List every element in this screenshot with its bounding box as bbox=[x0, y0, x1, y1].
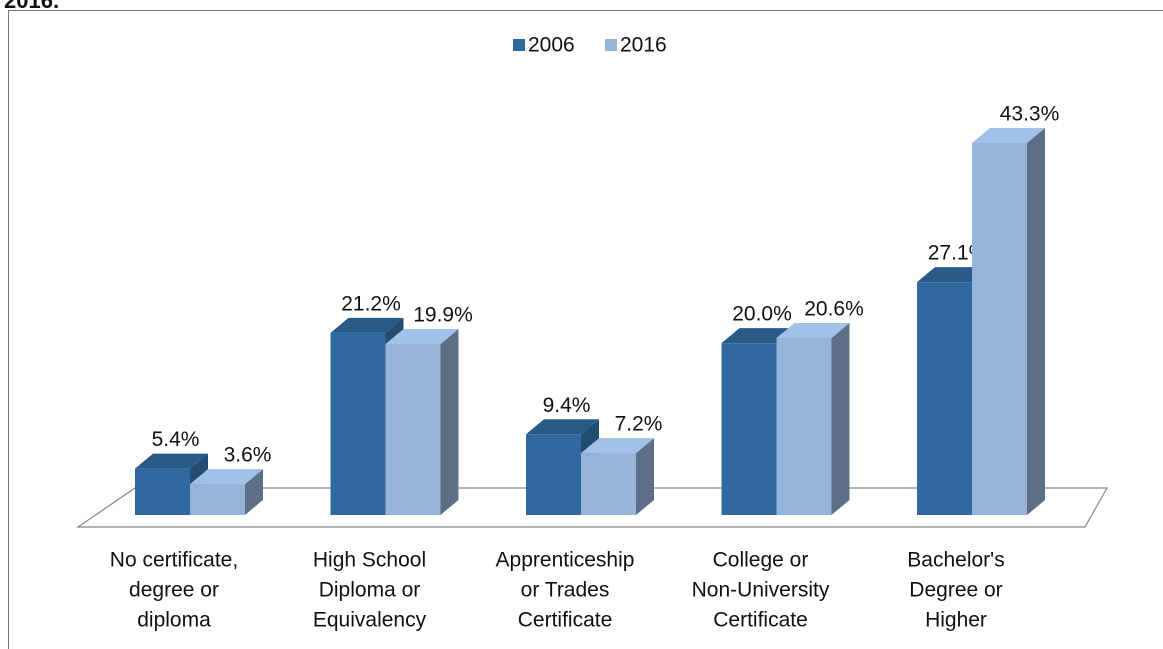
x-tick-label: College or bbox=[713, 549, 809, 572]
x-tick-label: No certificate, bbox=[110, 549, 238, 572]
chart-frame bbox=[8, 10, 1163, 649]
bar-side bbox=[831, 323, 850, 515]
bar-side bbox=[245, 469, 263, 515]
floor bbox=[76, 487, 1109, 528]
bar-top bbox=[330, 317, 404, 333]
bar-top bbox=[581, 438, 654, 454]
bar bbox=[190, 469, 263, 515]
bar-front bbox=[776, 338, 832, 515]
bar bbox=[385, 329, 459, 515]
x-tick-label: Higher bbox=[925, 609, 987, 632]
bar-front bbox=[581, 453, 636, 515]
data-label: 3.6% bbox=[224, 444, 272, 467]
bar-top bbox=[385, 329, 459, 345]
data-label: 20.0% bbox=[732, 303, 792, 326]
data-label: 43.3% bbox=[1000, 103, 1060, 126]
legend-swatch bbox=[605, 39, 617, 51]
x-tick-label: Non-University bbox=[692, 579, 830, 602]
bar-top bbox=[135, 453, 208, 469]
bar-front bbox=[330, 332, 386, 515]
bar-top bbox=[972, 128, 1045, 143]
x-tick-label: Diploma or bbox=[319, 579, 421, 602]
bar-front bbox=[385, 344, 441, 515]
x-tick-label: Certificate bbox=[518, 609, 613, 632]
data-label: 9.4% bbox=[543, 394, 591, 417]
bar-front bbox=[135, 468, 190, 515]
x-tick-label: High School bbox=[313, 549, 426, 572]
bar bbox=[776, 323, 850, 515]
data-label: 20.6% bbox=[804, 298, 864, 321]
legend-label: 2016 bbox=[620, 34, 667, 57]
x-tick-label: Apprenticeship bbox=[496, 549, 635, 572]
bar-side bbox=[636, 438, 654, 515]
bar-top bbox=[721, 328, 795, 344]
x-tick-label: Degree or bbox=[909, 579, 1002, 602]
bar-front bbox=[917, 282, 972, 515]
caption: 2016. bbox=[4, 0, 59, 13]
data-label: 5.4% bbox=[152, 428, 200, 451]
x-tick-label: or Trades bbox=[521, 579, 610, 602]
legend-swatch bbox=[513, 39, 525, 51]
bar-top bbox=[526, 419, 599, 435]
bar-side bbox=[440, 329, 459, 515]
x-tick-label: Equivalency bbox=[313, 609, 427, 632]
bar-top bbox=[776, 323, 850, 339]
bar bbox=[972, 128, 1045, 515]
data-label: 19.9% bbox=[413, 304, 473, 327]
bar-top bbox=[917, 267, 990, 283]
x-tick-label: Bachelor's bbox=[907, 549, 1004, 572]
bar-front bbox=[526, 434, 581, 515]
legend-label: 2006 bbox=[528, 34, 575, 57]
data-label: 7.2% bbox=[615, 413, 663, 436]
bar-top bbox=[190, 469, 263, 485]
x-tick-label: Certificate bbox=[713, 609, 808, 632]
bar-side bbox=[1027, 128, 1045, 515]
bar-front bbox=[972, 143, 1027, 515]
bar-front bbox=[190, 484, 245, 515]
x-tick-label: degree or bbox=[129, 579, 219, 602]
bar-front bbox=[721, 343, 777, 515]
x-tick-label: diploma bbox=[137, 609, 211, 632]
bar bbox=[581, 438, 654, 515]
data-label: 21.2% bbox=[341, 292, 401, 315]
